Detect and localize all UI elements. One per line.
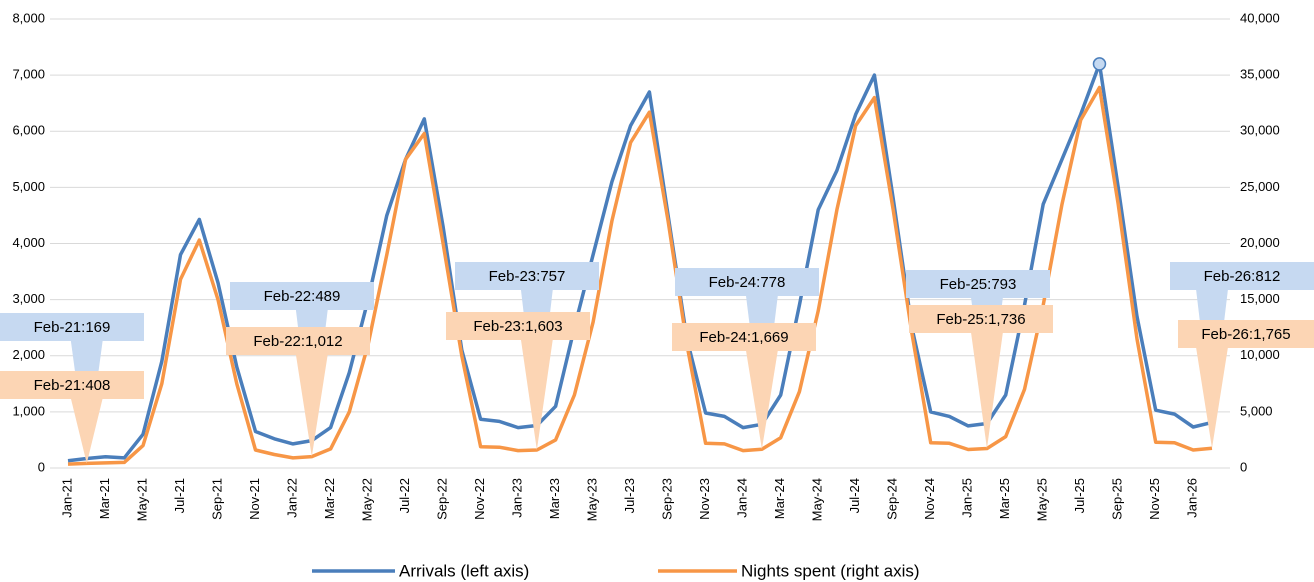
callout-box [1178,320,1314,348]
x-tick-label: May-22 [360,478,375,521]
y-tick-label: 6,000 [12,123,45,138]
callout: Feb-23:1,603 [446,312,590,451]
x-tick-label: Sep-22 [435,478,450,520]
data-label: Feb-25:1,736 [936,311,1025,328]
data-label: Feb-26:812 [1204,268,1281,285]
y2-tick-label: 35,000 [1240,67,1280,82]
callout-pointer [520,339,553,451]
x-tick-label: May-21 [134,478,149,521]
x-tick-label: Jan-22 [284,478,299,518]
callout-box [455,262,599,290]
callout-box [1170,262,1314,290]
callout-pointer [745,350,778,450]
data-label: Feb-21:408 [34,377,111,394]
callout-box [226,327,370,355]
callout-box [909,305,1053,333]
x-tick-label: Jul-23 [622,478,637,513]
callout: Feb-21:408 [0,371,144,464]
data-label: Feb-25:793 [940,276,1017,293]
x-tick-label: May-24 [810,478,825,521]
y-tick-label: 2,000 [12,347,45,362]
x-tick-label: Jul-25 [1072,478,1087,513]
callout-pointer [70,398,103,464]
x-tick-label: Mar-21 [97,478,112,519]
callout-box [0,371,144,399]
y2-tick-label: 40,000 [1240,10,1280,25]
callout-box [675,268,819,296]
callout: Feb-26:1,765 [1178,320,1314,449]
x-tick-label: Sep-24 [885,478,900,520]
x-tick-label: Jan-25 [960,478,975,518]
callout-box [906,270,1050,298]
x-tick-label: Nov-25 [1147,478,1162,520]
data-label: Feb-22:1,012 [253,333,342,350]
y-tick-label: 5,000 [12,179,45,194]
y2-tick-label: 30,000 [1240,123,1280,138]
callout: Feb-25:1,736 [909,305,1053,449]
y2-tick-label: 10,000 [1240,347,1280,362]
callout-box [446,312,590,340]
y2-tick-label: 15,000 [1240,291,1280,306]
callout: Feb-24:1,669 [672,323,816,450]
x-tick-label: Jan-24 [735,478,750,518]
y2-tick-label: 25,000 [1240,179,1280,194]
x-tick-label: Jan-23 [510,478,525,518]
y-tick-label: 0 [38,459,45,474]
x-tick-label: Sep-23 [660,478,675,520]
legend-label: Arrivals (left axis) [399,561,529,580]
callout-pointer [1196,347,1228,449]
x-tick-label: Jul-22 [397,478,412,513]
y-tick-label: 4,000 [12,235,45,250]
y2-tick-label: 5,000 [1240,403,1273,418]
data-label: Feb-24:778 [709,274,786,291]
callout-box [230,282,374,310]
x-tick-label: May-23 [585,478,600,521]
x-tick-label: Mar-23 [547,478,562,519]
callout-box [0,313,144,341]
y2-tick-label: 20,000 [1240,235,1280,250]
y-tick-label: 1,000 [12,403,45,418]
y-tick-label: 8,000 [12,10,45,25]
x-tick-label: Nov-24 [922,478,937,520]
callout: Feb-22:1,012 [226,327,370,457]
legend-label: Nights spent (right axis) [741,561,920,580]
data-label: Feb-23:757 [489,268,566,285]
x-tick-label: May-25 [1035,478,1050,521]
x-tick-label: Nov-21 [247,478,262,520]
x-tick-label: Nov-23 [697,478,712,520]
y2-tick-label: 0 [1240,459,1247,474]
x-tick-label: Mar-24 [772,478,787,519]
highlight-marker [1092,57,1107,71]
x-tick-label: Jul-21 [172,478,187,513]
callout-pointer [295,354,328,457]
data-label: Feb-26:1,765 [1201,326,1290,343]
data-label: Feb-22:489 [264,288,341,305]
x-tick-label: Jan-26 [1185,478,1200,518]
series-line [67,62,1213,463]
data-label: Feb-23:1,603 [473,318,562,335]
x-tick-label: Sep-21 [209,478,224,520]
y-tick-label: 7,000 [12,67,45,82]
series-line [67,85,1213,466]
x-tick-label: Mar-25 [997,478,1012,519]
x-tick-label: Jan-21 [59,478,74,518]
data-label: Feb-21:169 [34,319,111,336]
y-tick-label: 3,000 [12,291,45,306]
x-tick-label: Jul-24 [847,478,862,513]
x-tick-label: Nov-22 [472,478,487,520]
x-tick-label: Sep-25 [1110,478,1125,520]
callout-pointer [970,332,1003,449]
data-label: Feb-24:1,669 [699,329,788,346]
x-tick-label: Mar-22 [322,478,337,519]
callout-box [672,323,816,351]
